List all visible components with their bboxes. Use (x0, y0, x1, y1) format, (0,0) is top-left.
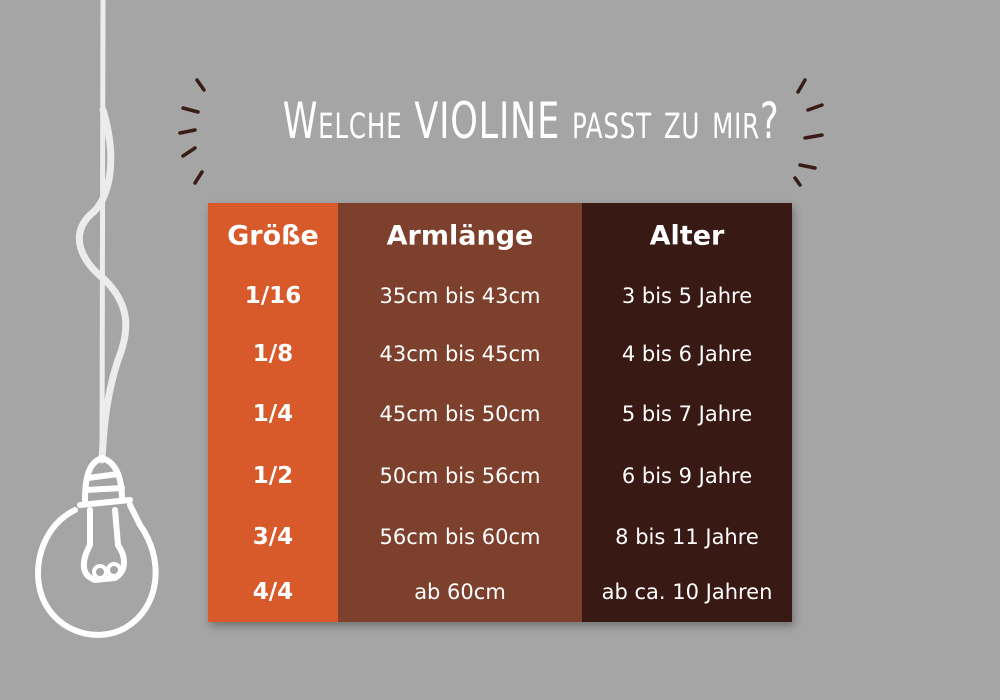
arm-length-cell: ab 60cm (414, 580, 506, 604)
age-column: Alter 3 bis 5 Jahre 4 bis 6 Jahre 5 bis … (582, 203, 792, 622)
arm-length-cell: 35cm bis 43cm (379, 284, 541, 308)
arm-length-cell: 56cm bis 60cm (379, 525, 541, 549)
size-cell: 1/4 (252, 401, 294, 427)
arm-length-cell: 45cm bis 50cm (379, 402, 541, 426)
size-cell: 3/4 (252, 524, 294, 550)
age-cell: 8 bis 11 Jahre (615, 525, 759, 549)
size-cell: 1/16 (244, 283, 302, 309)
page-title: Welche VIOLINE passt zu mir? (282, 92, 780, 150)
size-cell: 1/2 (252, 463, 294, 489)
sparkle-strokes-icon (178, 78, 824, 187)
age-cell: 4 bis 6 Jahre (621, 342, 753, 366)
arm-length-cell: 50cm bis 56cm (379, 464, 541, 488)
age-cell: 5 bis 7 Jahre (621, 402, 753, 426)
age-cell: ab ca. 10 Jahren (601, 580, 773, 604)
size-cell: 4/4 (252, 579, 294, 605)
size-column: Größe 1/16 1/8 1/4 1/2 3/4 4/4 (208, 203, 338, 622)
age-cell: 3 bis 5 Jahre (621, 284, 753, 308)
size-cell: 1/8 (252, 341, 294, 367)
header-arm-length: Armlänge (386, 220, 534, 252)
violin-size-table: Größe 1/16 1/8 1/4 1/2 3/4 4/4 Armlänge … (208, 203, 792, 622)
age-cell: 6 bis 9 Jahre (621, 464, 753, 488)
arm-length-cell: 43cm bis 45cm (379, 342, 541, 366)
arm-length-column: Armlänge 35cm bis 43cm 43cm bis 45cm 45c… (338, 203, 582, 622)
header-age: Alter (649, 220, 725, 252)
header-size: Größe (227, 220, 319, 252)
